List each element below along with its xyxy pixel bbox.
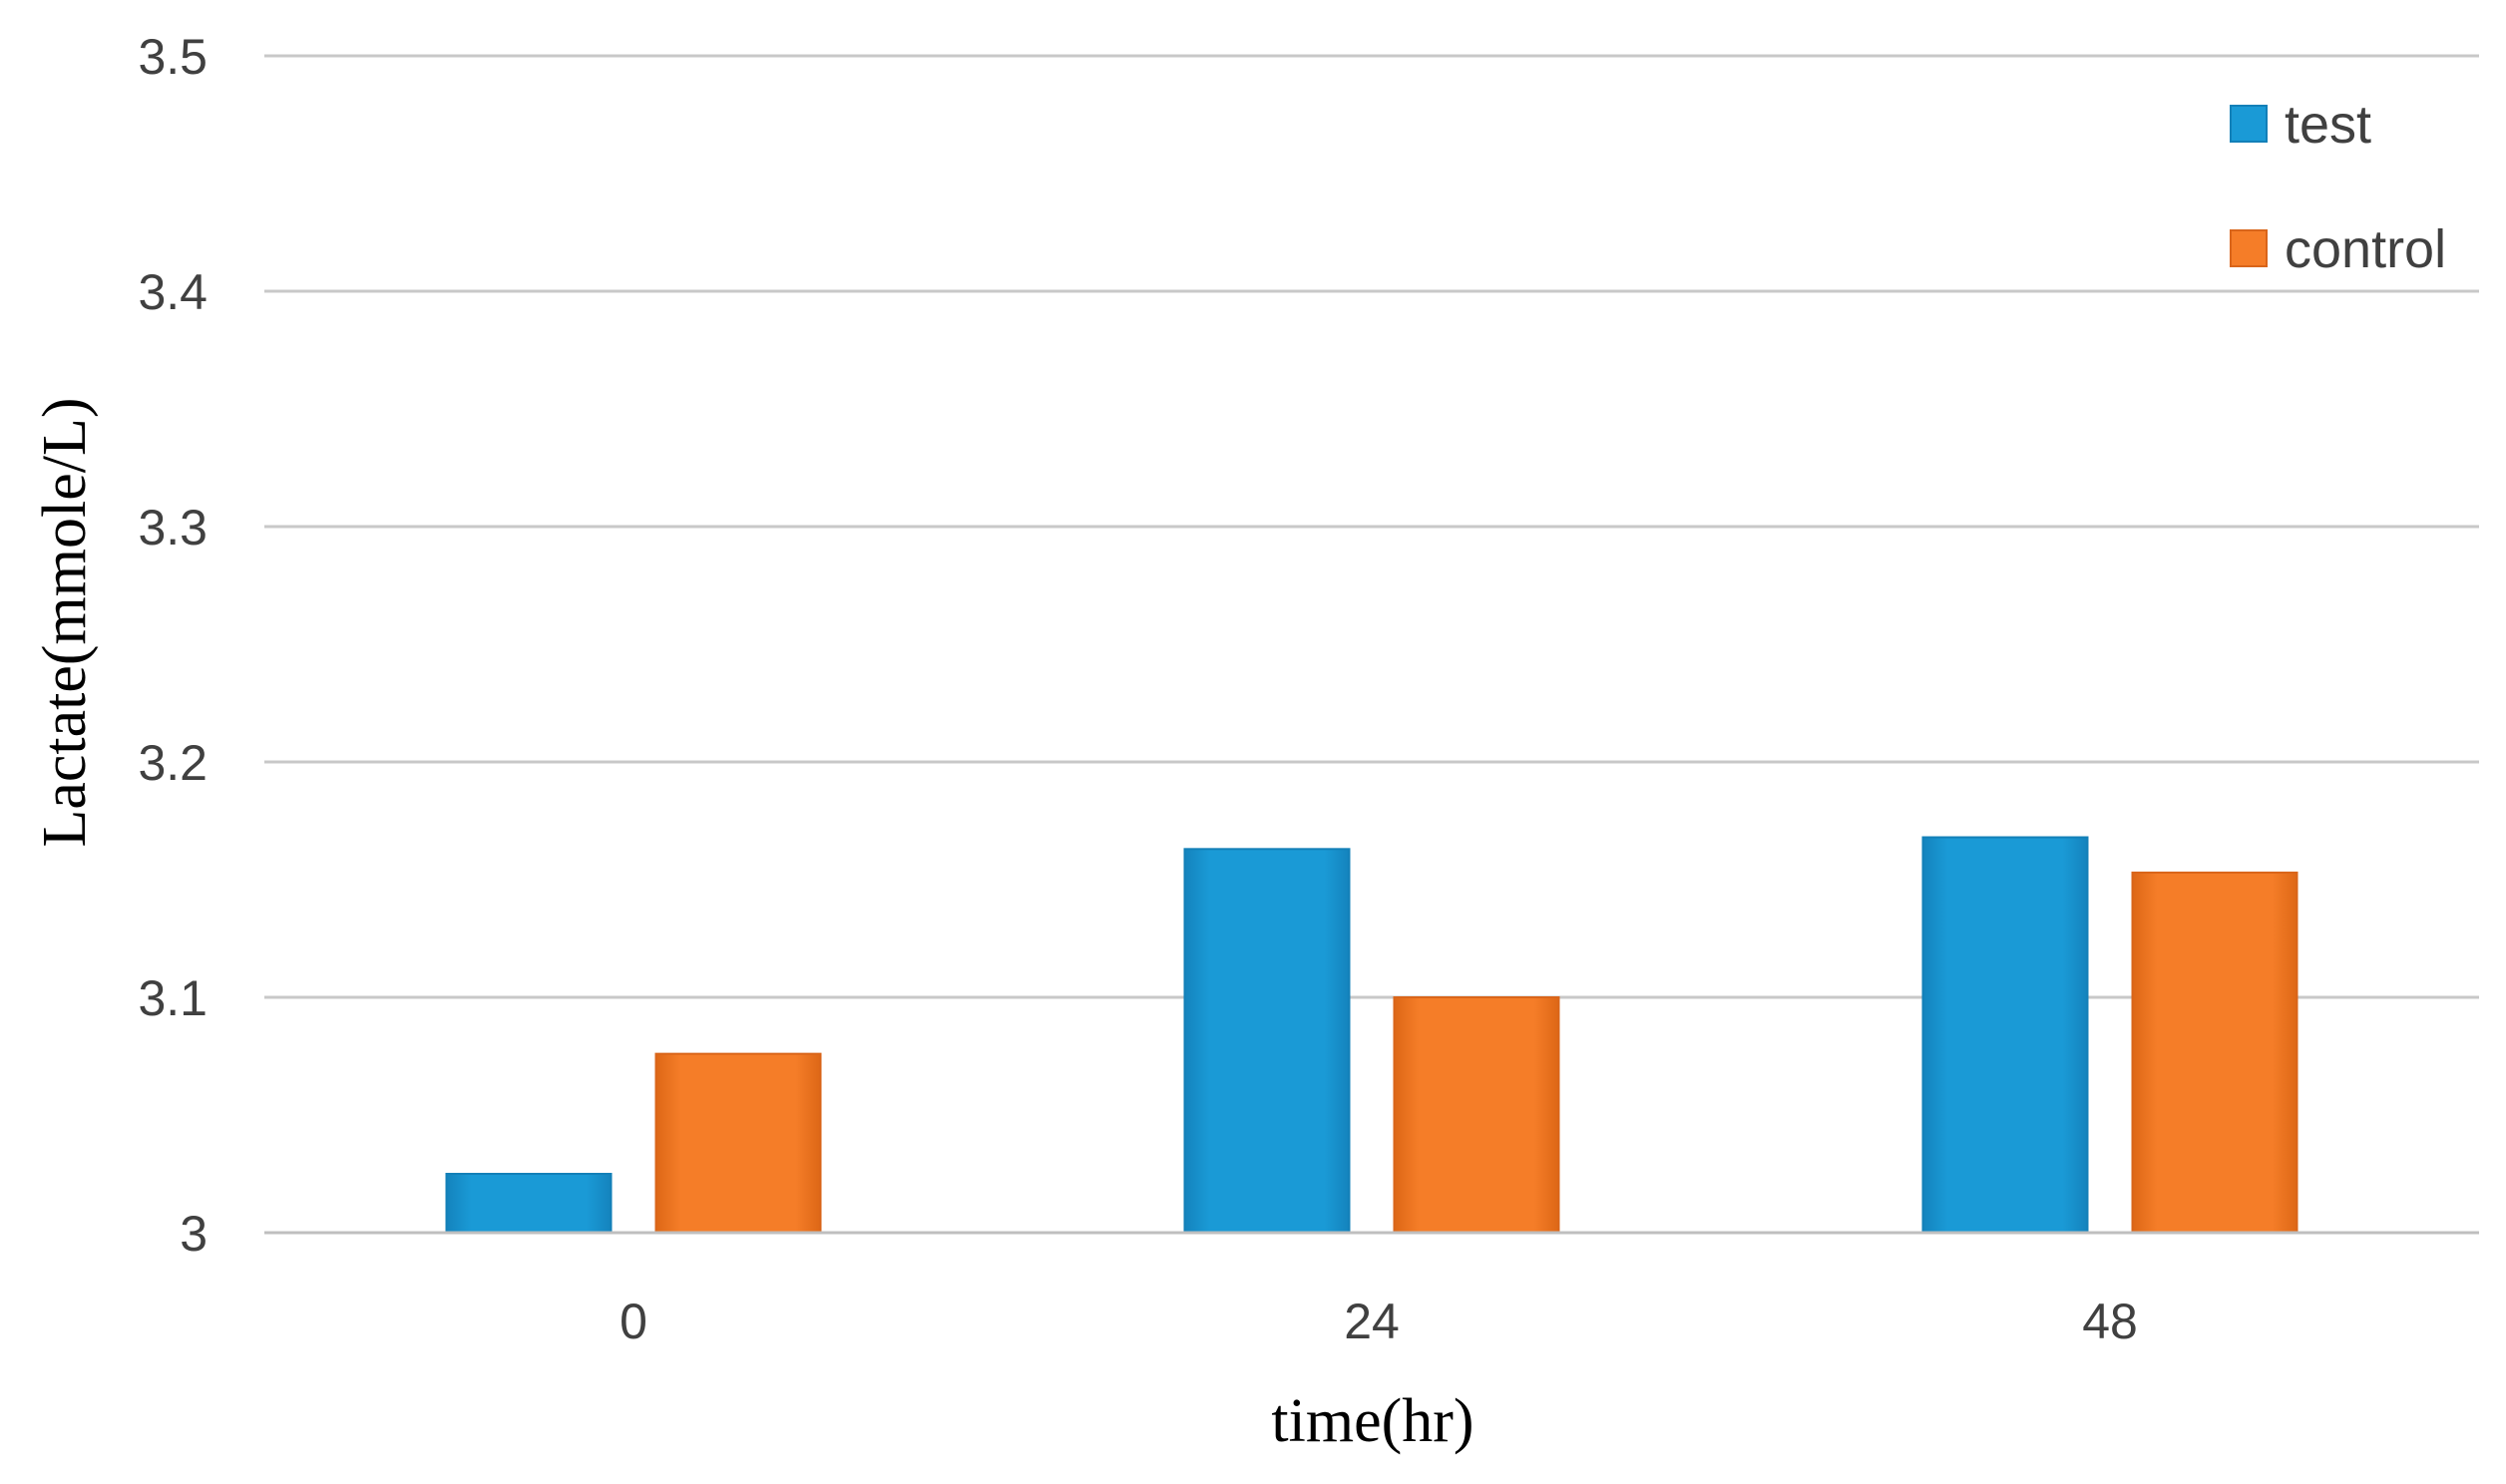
- x-tick-label: 24: [1344, 1294, 1400, 1349]
- bar-control-0[interactable]: [654, 1052, 822, 1235]
- x-tick-label: 0: [620, 1294, 647, 1349]
- legend-swatch-control[interactable]: [2230, 229, 2268, 267]
- bar-test-0[interactable]: [445, 1173, 613, 1234]
- y-axis-tick-labels: 3 3.1 3.2 3.3 3.4 3.5: [138, 29, 208, 1262]
- x-tick-label: 48: [2082, 1294, 2138, 1349]
- bar-test-48[interactable]: [1921, 836, 2089, 1235]
- legend-swatch-test[interactable]: [2230, 105, 2268, 143]
- bars: [264, 836, 2479, 1235]
- bar-control-24[interactable]: [1393, 996, 1560, 1234]
- y-tick-label: 3.4: [138, 264, 208, 320]
- y-tick-label: 3.2: [138, 735, 208, 791]
- y-tick-label: 3.1: [138, 970, 208, 1026]
- y-tick-label: 3.5: [138, 29, 208, 85]
- bar-control-48[interactable]: [2131, 871, 2298, 1234]
- y-tick-label: 3: [180, 1206, 208, 1262]
- y-axis-title: Lactate(mmole/L): [31, 398, 99, 848]
- legend[interactable]: test control: [2230, 95, 2446, 279]
- x-axis-title: time(hr): [1271, 1387, 1473, 1455]
- y-tick-label: 3.3: [138, 500, 208, 556]
- legend-label-control[interactable]: control: [2285, 219, 2446, 279]
- bar-test-24[interactable]: [1183, 848, 1351, 1234]
- x-axis-tick-labels: 0 24 48: [620, 1294, 2138, 1349]
- legend-label-test[interactable]: test: [2285, 95, 2371, 155]
